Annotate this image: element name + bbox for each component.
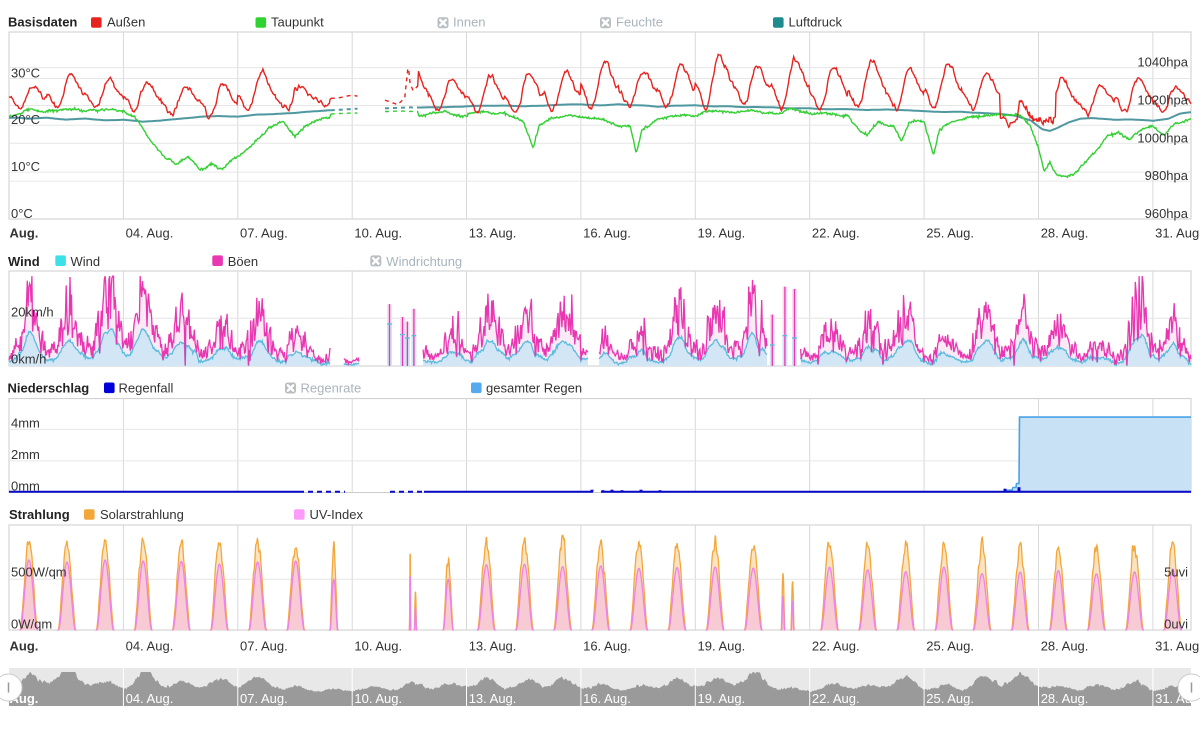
- svg-text:Strahlung: Strahlung: [9, 507, 70, 522]
- svg-text:Böen: Böen: [228, 254, 258, 269]
- svg-text:Solarstrahlung: Solarstrahlung: [100, 507, 184, 522]
- svg-text:22. Aug.: 22. Aug.: [812, 226, 860, 241]
- svg-text:Regenrate: Regenrate: [301, 381, 362, 396]
- svg-text:25. Aug.: 25. Aug.: [926, 638, 974, 653]
- svg-text:25. Aug.: 25. Aug.: [926, 691, 974, 706]
- svg-text:22. Aug.: 22. Aug.: [812, 638, 860, 653]
- svg-text:20km/h: 20km/h: [11, 304, 54, 319]
- svg-text:07. Aug.: 07. Aug.: [240, 226, 288, 241]
- svg-text:Niederschlag: Niederschlag: [8, 381, 90, 396]
- svg-text:10. Aug.: 10. Aug.: [354, 638, 402, 653]
- svg-text:31. Aug.: 31. Aug.: [1155, 638, 1200, 653]
- svg-text:960hpa: 960hpa: [1145, 206, 1189, 221]
- svg-text:19. Aug.: 19. Aug.: [698, 226, 746, 241]
- svg-text:13. Aug.: 13. Aug.: [469, 226, 517, 241]
- svg-text:25. Aug.: 25. Aug.: [926, 226, 974, 241]
- svg-text:Luftdruck: Luftdruck: [789, 14, 843, 29]
- svg-text:Regenfall: Regenfall: [119, 381, 174, 396]
- svg-text:1040hpa: 1040hpa: [1137, 55, 1188, 70]
- svg-text:10. Aug.: 10. Aug.: [354, 691, 402, 706]
- svg-text:28. Aug.: 28. Aug.: [1041, 691, 1089, 706]
- svg-text:19. Aug.: 19. Aug.: [698, 638, 746, 653]
- svg-text:16. Aug.: 16. Aug.: [583, 638, 631, 653]
- svg-text:1020hpa: 1020hpa: [1137, 92, 1188, 107]
- svg-text:Basisdaten: Basisdaten: [8, 14, 77, 29]
- svg-text:28. Aug.: 28. Aug.: [1041, 638, 1089, 653]
- svg-text:0km/h: 0km/h: [11, 352, 46, 367]
- svg-text:5uvi: 5uvi: [1164, 564, 1188, 579]
- svg-text:Wind: Wind: [71, 254, 101, 269]
- svg-text:Innen: Innen: [453, 14, 486, 29]
- svg-text:19. Aug.: 19. Aug.: [698, 691, 746, 706]
- svg-text:gesamter Regen: gesamter Regen: [486, 381, 582, 396]
- svg-text:0mm: 0mm: [11, 479, 40, 494]
- svg-text:16. Aug.: 16. Aug.: [583, 226, 631, 241]
- svg-text:10°C: 10°C: [11, 159, 40, 174]
- svg-text:Taupunkt: Taupunkt: [271, 14, 324, 29]
- svg-text:980hpa: 980hpa: [1145, 168, 1189, 183]
- svg-text:Aug.: Aug.: [10, 638, 39, 653]
- svg-text:0uvi: 0uvi: [1164, 616, 1188, 631]
- svg-text:28. Aug.: 28. Aug.: [1041, 226, 1089, 241]
- svg-text:04. Aug.: 04. Aug.: [126, 691, 174, 706]
- svg-text:Wind: Wind: [8, 254, 40, 269]
- svg-text:4mm: 4mm: [11, 415, 40, 430]
- svg-text:13. Aug.: 13. Aug.: [469, 691, 517, 706]
- svg-text:Feuchte: Feuchte: [616, 14, 663, 29]
- svg-text:0°C: 0°C: [11, 206, 33, 221]
- svg-text:07. Aug.: 07. Aug.: [240, 638, 288, 653]
- svg-text:30°C: 30°C: [11, 65, 40, 80]
- svg-text:Außen: Außen: [107, 14, 145, 29]
- svg-text:Aug.: Aug.: [10, 226, 39, 241]
- svg-text:04. Aug.: 04. Aug.: [126, 638, 174, 653]
- svg-text:10. Aug.: 10. Aug.: [354, 226, 402, 241]
- svg-text:16. Aug.: 16. Aug.: [583, 691, 631, 706]
- svg-text:0W/qm: 0W/qm: [11, 617, 52, 632]
- svg-text:04. Aug.: 04. Aug.: [126, 226, 174, 241]
- svg-text:13. Aug.: 13. Aug.: [469, 638, 517, 653]
- svg-text:31. Aug.: 31. Aug.: [1155, 226, 1200, 241]
- svg-text:UV-Index: UV-Index: [310, 507, 364, 522]
- svg-text:2mm: 2mm: [11, 447, 40, 462]
- svg-text:22. Aug.: 22. Aug.: [812, 691, 860, 706]
- svg-text:Windrichtung: Windrichtung: [386, 254, 462, 269]
- svg-text:500W/qm: 500W/qm: [11, 565, 67, 580]
- svg-text:20°C: 20°C: [11, 112, 40, 127]
- svg-text:07. Aug.: 07. Aug.: [240, 691, 288, 706]
- svg-text:1000hpa: 1000hpa: [1137, 130, 1188, 145]
